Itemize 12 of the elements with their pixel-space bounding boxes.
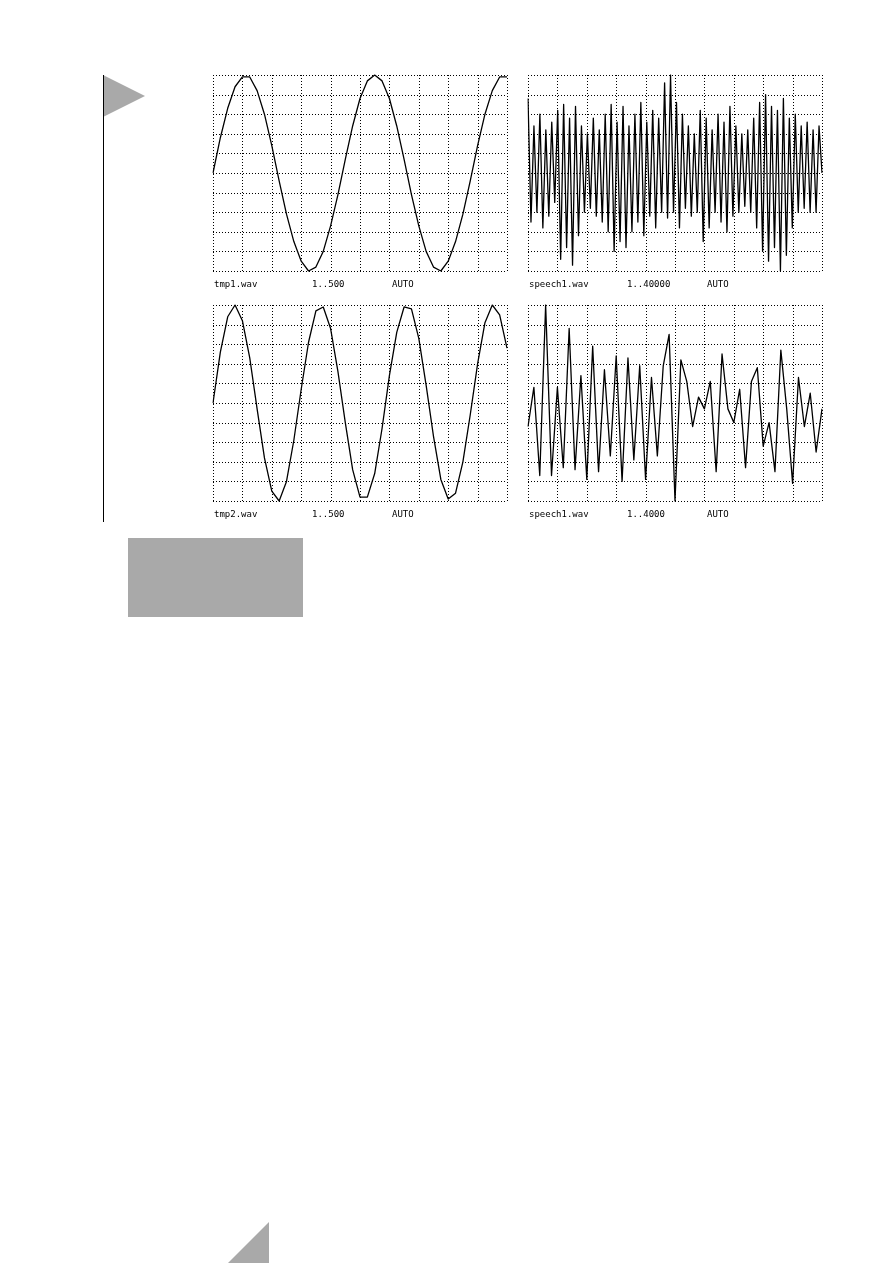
text: 1..40000	[627, 279, 671, 289]
text: speech1.wav	[529, 279, 589, 289]
text: speech1.wav	[529, 509, 589, 519]
text: 1..4000	[627, 509, 665, 519]
text: 1..500	[312, 509, 345, 519]
text: AUTO	[707, 279, 729, 289]
text: tmp2.wav	[214, 509, 258, 519]
text: AUTO	[392, 279, 414, 289]
text: AUTO	[392, 509, 414, 519]
text: AUTO	[707, 509, 729, 519]
text: tmp1.wav	[214, 279, 258, 289]
text: 1..500	[312, 279, 345, 289]
